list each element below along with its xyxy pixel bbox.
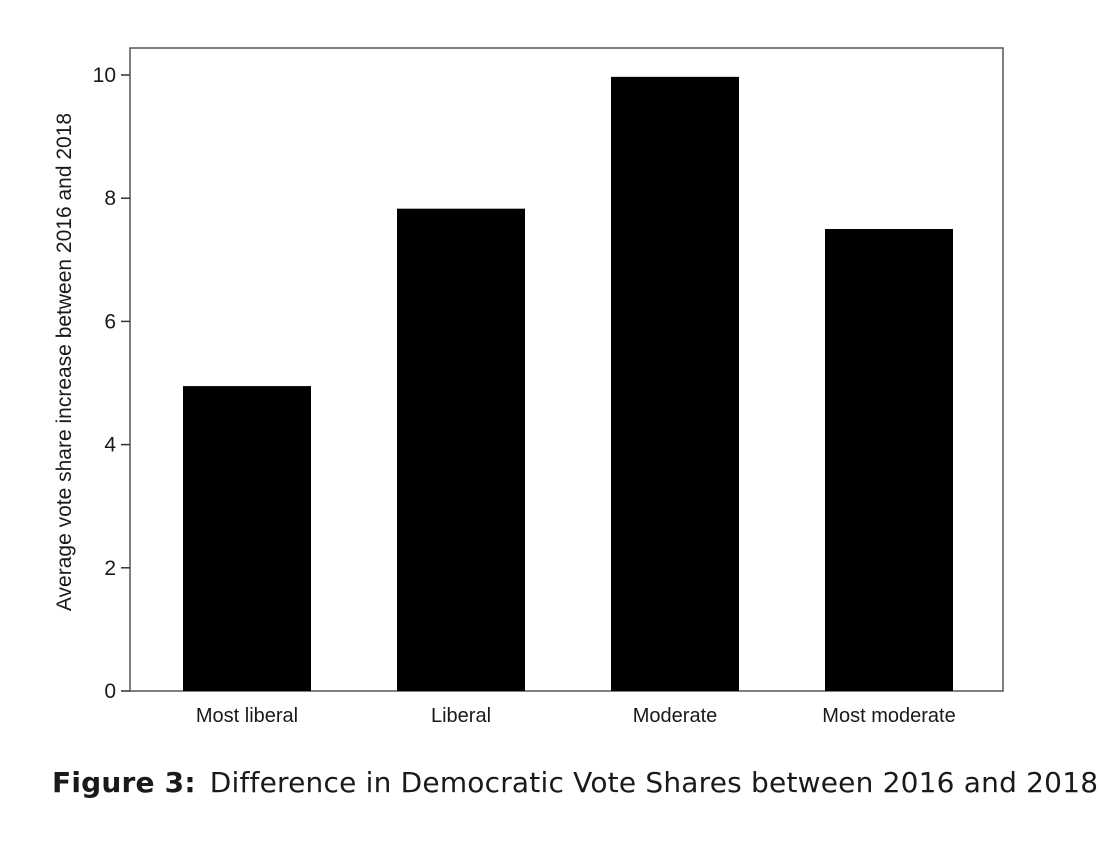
y-tick-label: 10 (93, 64, 116, 87)
x-tick-label: Most liberal (196, 705, 298, 727)
figure-caption-text: Difference in Democratic Vote Shares bet… (209, 766, 1100, 799)
bar-liberal (397, 208, 525, 691)
y-tick-label: 4 (104, 434, 116, 457)
y-tick-label: 2 (104, 557, 116, 580)
plot-frame (129, 47, 1004, 692)
figure-caption-label: Figure 3: (52, 766, 196, 799)
figure-caption: Figure 3: Difference in Democratic Vote S… (52, 766, 1100, 799)
bar-most-moderate (825, 229, 953, 691)
x-axis: Most liberal Liberal Moderate Most moderate (196, 705, 956, 727)
x-tick-label: Liberal (431, 705, 491, 727)
bar-moderate (611, 76, 739, 691)
x-tick-label: Moderate (633, 705, 718, 727)
y-axis: 0 2 4 6 8 10 (93, 64, 130, 703)
bar-most-liberal (183, 386, 311, 691)
x-tick-label: Most moderate (822, 705, 955, 727)
y-tick-label: 0 (104, 680, 116, 703)
y-tick-label: 6 (104, 310, 116, 333)
y-axis-title: Average vote share increase between 2016… (53, 113, 76, 611)
y-tick-label: 8 (104, 187, 116, 210)
bars-group (183, 76, 953, 691)
